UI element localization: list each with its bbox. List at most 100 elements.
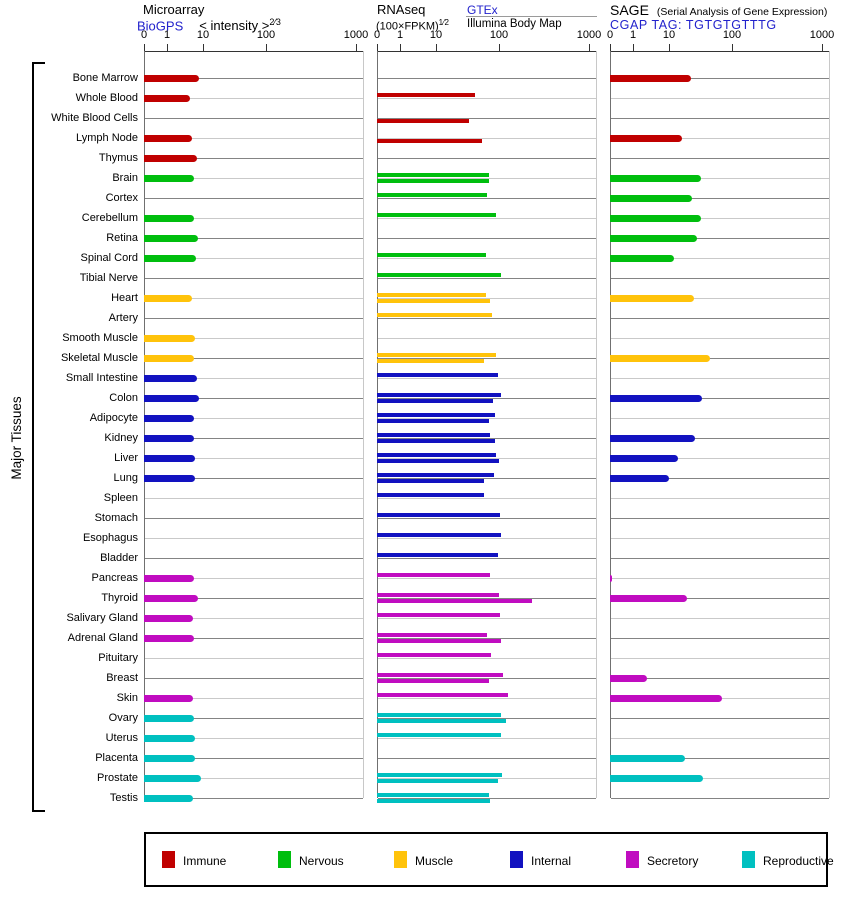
row-grid-line: [145, 678, 363, 679]
tissue-label-spleen: Spleen: [103, 492, 138, 504]
row-grid-line: [378, 698, 596, 699]
tissue-label-smooth-muscle: Smooth Muscle: [62, 332, 138, 344]
bar-microarray-pancreas: [144, 575, 194, 582]
bar-rnaseq-illumina-lung: [377, 479, 485, 483]
row-grid-line: [378, 118, 596, 119]
row-grid-line: [145, 318, 363, 319]
bar-sage-kidney: [610, 435, 696, 442]
row-grid-line: [378, 278, 596, 279]
axis-tick: [144, 44, 145, 51]
axis-tick-label: 0: [140, 29, 148, 41]
axis-tick: [266, 44, 267, 51]
row-grid-line: [145, 378, 363, 379]
bar-microarray-salivary-gland: [144, 615, 194, 622]
bar-rnaseq-illumina-lymph-node: [377, 139, 483, 143]
tissue-label-pituitary: Pituitary: [98, 652, 138, 664]
bar-sage-pancreas: [610, 575, 613, 582]
axis-tick-label: 10: [429, 29, 443, 41]
tissue-label-cortex: Cortex: [105, 192, 138, 204]
tissue-label-stomach: Stomach: [94, 512, 138, 524]
bar-rnaseq-gtex-skin: [377, 693, 509, 697]
bar-rnaseq-gtex-liver: [377, 453, 497, 457]
bar-rnaseq-gtex-salivary-gland: [377, 613, 500, 617]
legend-swatch-immune: [162, 851, 175, 868]
gtex-link[interactable]: GTEx: [467, 3, 498, 17]
bar-rnaseq-illumina-breast: [377, 679, 489, 683]
tissue-label-lymph-node: Lymph Node: [76, 132, 138, 144]
panel-left-border: [377, 51, 378, 798]
bar-sage-colon: [610, 395, 702, 402]
tissue-label-testis: Testis: [109, 792, 138, 804]
row-grid-line: [145, 258, 363, 259]
bar-rnaseq-gtex-pituitary: [377, 653, 492, 657]
row-grid-line: [611, 118, 829, 119]
row-grid-line: [378, 718, 596, 719]
bar-rnaseq-gtex-spinal-cord: [377, 253, 486, 257]
tissue-label-lung: Lung: [113, 472, 138, 484]
bar-rnaseq-illumina-skeletal-muscle: [377, 359, 485, 363]
row-grid-line: [611, 638, 829, 639]
bar-rnaseq-illumina-ovary: [377, 719, 507, 723]
row-grid-line: [611, 418, 829, 419]
bar-microarray-testis: [144, 795, 194, 802]
row-grid-line: [611, 618, 829, 619]
axis-tick-label: 100: [256, 29, 276, 41]
axis-tick: [633, 44, 634, 51]
bar-rnaseq-gtex-artery: [377, 313, 492, 317]
bar-rnaseq-gtex-whole-blood: [377, 93, 476, 97]
tissue-label-prostate: Prostate: [97, 772, 138, 784]
tissue-label-spinal-cord: Spinal Cord: [80, 252, 138, 264]
row-grid-line: [145, 538, 363, 539]
row-grid-line: [145, 458, 363, 459]
row-grid-line: [145, 218, 363, 219]
bar-microarray-lung: [144, 475, 195, 482]
bar-microarray-retina: [144, 235, 198, 242]
biogps-link[interactable]: BioGPS: [137, 18, 184, 34]
bar-rnaseq-gtex-stomach: [377, 513, 500, 517]
bar-sage-brain: [610, 175, 701, 182]
bar-microarray-thyroid: [144, 595, 198, 602]
row-grid-line: [611, 358, 829, 359]
tissue-label-artery: Artery: [108, 312, 138, 324]
row-grid-line: [611, 258, 829, 259]
axis-tick: [356, 44, 357, 51]
bar-microarray-adrenal-gland: [144, 635, 194, 642]
row-grid-line: [378, 798, 596, 799]
bar-sage-liver: [610, 455, 679, 462]
bar-microarray-smooth-muscle: [144, 335, 195, 342]
row-grid-line: [378, 738, 596, 739]
row-grid-line: [145, 518, 363, 519]
row-grid-line: [378, 258, 596, 259]
legend-swatch-internal: [510, 851, 523, 868]
panel-axis-line: [610, 51, 829, 52]
axis-tick: [589, 44, 590, 51]
bar-sage-lung: [610, 475, 669, 482]
row-grid-line: [611, 718, 829, 719]
tissue-label-white-blood-cells: White Blood Cells: [51, 112, 138, 124]
row-grid-line: [145, 738, 363, 739]
axis-tick-label: 10: [196, 29, 210, 41]
row-grid-line: [145, 698, 363, 699]
panel-left-border: [144, 51, 145, 798]
row-grid-line: [378, 478, 596, 479]
panel-right-border: [363, 51, 364, 798]
axis-tick: [436, 44, 437, 51]
legend-label-immune: Immune: [183, 854, 227, 868]
row-grid-line: [611, 278, 829, 279]
row-grid-line: [145, 638, 363, 639]
bar-rnaseq-gtex-esophagus: [377, 533, 501, 537]
bar-microarray-kidney: [144, 435, 194, 442]
intensity-exponent: 2⁄3: [269, 17, 281, 27]
cgap-tag-link[interactable]: CGAP TAG: TGTGTGTTTG: [610, 18, 777, 32]
row-grid-line: [611, 378, 829, 379]
row-grid-line: [378, 458, 596, 459]
bar-microarray-prostate: [144, 775, 201, 782]
bar-sage-placenta: [610, 755, 686, 762]
bar-rnaseq-gtex-pancreas: [377, 573, 490, 577]
tissue-bracket-line: [32, 62, 34, 812]
tissue-label-skeletal-muscle: Skeletal Muscle: [60, 352, 138, 364]
axis-tick-label: 0: [606, 29, 614, 41]
tissue-label-tibial-nerve: Tibial Nerve: [79, 272, 138, 284]
bar-rnaseq-gtex-colon: [377, 393, 501, 397]
